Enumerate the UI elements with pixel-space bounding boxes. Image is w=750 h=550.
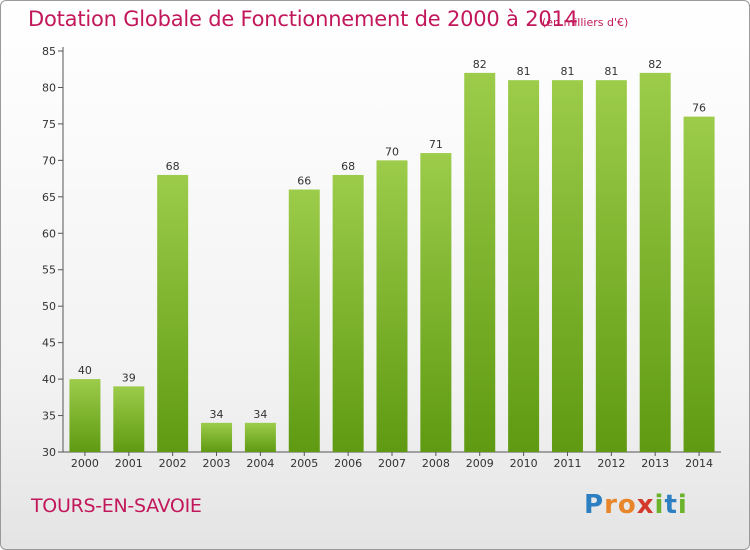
y-tick-label: 75 (42, 118, 56, 131)
bar-value-label: 68 (166, 160, 180, 173)
bar-value-label: 71 (429, 138, 443, 151)
x-tick-label: 2008 (422, 457, 450, 470)
x-tick-label: 2014 (685, 457, 713, 470)
x-tick-label: 2006 (334, 457, 362, 470)
bar-value-label: 68 (341, 160, 355, 173)
logo-letter: t (664, 490, 678, 520)
bar (508, 80, 540, 452)
bar (244, 422, 276, 452)
y-tick-label: 65 (42, 191, 56, 204)
logo-letter: i (654, 490, 665, 520)
y-tick-label: 60 (42, 227, 56, 240)
y-tick-label: 50 (42, 300, 56, 313)
x-tick-label: 2009 (466, 457, 494, 470)
x-tick-label: 2001 (115, 457, 143, 470)
bar-value-label: 39 (122, 371, 136, 384)
bar (464, 72, 496, 452)
y-tick-label: 85 (42, 45, 56, 58)
bar (420, 153, 452, 452)
chart-title: Dotation Globale de Fonctionnement de 20… (28, 7, 578, 31)
bar (113, 386, 145, 452)
bar-value-label: 81 (560, 65, 574, 78)
bar (595, 80, 627, 452)
x-tick-label: 2003 (203, 457, 231, 470)
x-tick-label: 2010 (510, 457, 538, 470)
bar (376, 160, 408, 452)
x-tick-label: 2012 (597, 457, 625, 470)
bar (551, 80, 583, 452)
x-tick-label: 2000 (71, 457, 99, 470)
bar (288, 189, 320, 452)
x-tick-label: 2013 (641, 457, 669, 470)
y-tick-label: 30 (42, 446, 56, 459)
bar (332, 174, 364, 453)
bar-value-label: 70 (385, 145, 399, 158)
logo-letter: i (677, 490, 688, 520)
bar-value-label: 40 (78, 364, 92, 377)
bar-value-label: 81 (604, 65, 618, 78)
logo-letter: P (584, 490, 605, 520)
y-tick-label: 40 (42, 373, 56, 386)
y-tick-label: 35 (42, 410, 56, 423)
logo-letter: x (636, 490, 655, 520)
y-tick-label: 70 (42, 154, 56, 167)
y-tick-label: 80 (42, 81, 56, 94)
x-tick-label: 2005 (290, 457, 318, 470)
bar-value-label: 66 (297, 175, 311, 188)
y-tick-label: 55 (42, 264, 56, 277)
x-tick-label: 2011 (553, 457, 581, 470)
bar (639, 72, 671, 452)
x-tick-label: 2004 (246, 457, 274, 470)
bar-value-label: 81 (517, 65, 531, 78)
proxiti-logo: Proxiti (584, 490, 688, 520)
bar (201, 422, 233, 452)
chart-unit: (en milliers d'€) (542, 16, 629, 29)
bar (683, 116, 715, 453)
bar-value-label: 82 (648, 58, 662, 71)
x-tick-label: 2002 (159, 457, 187, 470)
bar-value-label: 82 (473, 58, 487, 71)
logo-letter: o (617, 490, 637, 520)
bar (69, 379, 101, 452)
bar-value-label: 34 (210, 408, 224, 421)
y-tick-label: 45 (42, 337, 56, 350)
commune-name: TOURS-EN-SAVOIE (31, 495, 202, 517)
bar (157, 174, 189, 453)
x-tick-label: 2007 (378, 457, 406, 470)
bar-value-label: 34 (253, 408, 267, 421)
logo-letter: r (604, 490, 618, 520)
bar-value-label: 76 (692, 102, 706, 115)
